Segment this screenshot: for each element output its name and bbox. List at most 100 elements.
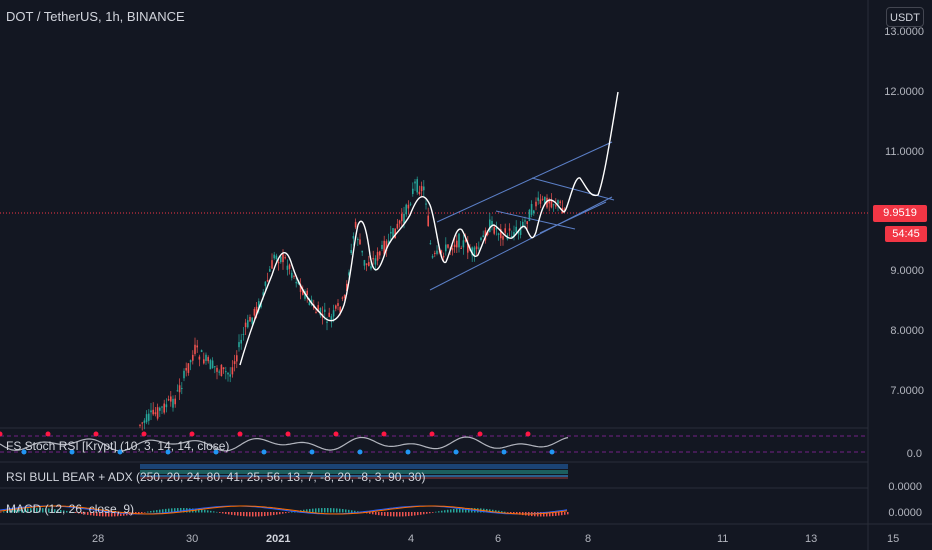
- candle-body: [310, 299, 313, 304]
- date-label: 15: [887, 533, 900, 545]
- candle-body: [552, 204, 555, 206]
- macd-histogram-bar: [348, 509, 350, 513]
- macd-histogram-bar: [279, 512, 281, 515]
- candle-body: [489, 219, 491, 233]
- candle-body: [357, 238, 359, 241]
- candle-body: [486, 232, 489, 236]
- candle-body: [423, 186, 425, 191]
- candle-body: [244, 322, 247, 328]
- macd-histogram-bar: [417, 512, 419, 516]
- macd-histogram-bar: [411, 512, 413, 516]
- candle-body: [370, 266, 372, 269]
- macd-histogram-bar: [225, 512, 227, 514]
- macd-histogram-bar: [6, 510, 8, 513]
- candle-body: [330, 316, 333, 320]
- macd-histogram-bar: [138, 512, 140, 514]
- candle-body: [275, 255, 278, 259]
- macd-histogram-bar: [63, 510, 65, 513]
- candle-body: [236, 355, 238, 362]
- macd-histogram-bar: [237, 512, 239, 516]
- currency-button[interactable]: USDT: [886, 7, 924, 27]
- stoch-rsi-label[interactable]: FS Stoch RSI [Krypt] (10, 3, 14, 14, clo…: [6, 439, 230, 453]
- date-label: 13: [805, 533, 818, 545]
- candle-body: [220, 364, 223, 377]
- candle-body: [295, 282, 297, 284]
- macd-histogram-bar: [567, 512, 569, 515]
- macd-histogram-bar: [15, 509, 17, 513]
- macd-histogram-bar: [66, 510, 68, 513]
- macd-histogram-bar: [312, 508, 314, 513]
- candle-body: [451, 248, 454, 251]
- candle-body: [205, 354, 207, 361]
- candle-body: [170, 396, 172, 402]
- macd-histogram-bar: [252, 512, 254, 517]
- macd-histogram-bar: [177, 508, 179, 513]
- macd-histogram-bar: [342, 509, 344, 513]
- macd-histogram-bar: [12, 510, 14, 513]
- macd-histogram-bar: [492, 509, 494, 513]
- macd-histogram-bar: [549, 512, 551, 517]
- macd-histogram-bar: [114, 512, 116, 517]
- macd-histogram-bar: [465, 508, 467, 513]
- stoch-oversold-dot: [453, 449, 459, 455]
- macd-histogram-bar: [456, 508, 458, 513]
- stoch-overbought-dot: [333, 431, 339, 437]
- macd-histogram-bar: [429, 512, 431, 514]
- macd-histogram-bar: [291, 511, 293, 513]
- candle-body: [156, 407, 159, 419]
- candle-body: [196, 345, 198, 348]
- macd-histogram-bar: [501, 511, 503, 513]
- macd-histogram-bar: [57, 509, 59, 513]
- macd-histogram-bar: [195, 508, 197, 513]
- price-axis-label: 12.0000: [884, 86, 924, 98]
- candle-body: [288, 264, 291, 269]
- stoch-oversold-dot: [213, 449, 219, 455]
- candle-body: [550, 200, 553, 208]
- candle-body: [504, 228, 506, 233]
- candle-body: [284, 257, 286, 259]
- candle-body: [291, 272, 293, 278]
- candle-body: [491, 220, 493, 226]
- candle-body: [258, 301, 260, 311]
- macd-histogram-bar: [420, 512, 422, 515]
- macd-histogram-bar: [516, 512, 518, 515]
- candle-body: [262, 292, 264, 296]
- macd-histogram-bar: [24, 508, 26, 513]
- candle-body: [381, 244, 383, 249]
- candle-body: [198, 356, 201, 360]
- macd-histogram-bar: [447, 509, 449, 513]
- candle-body: [442, 255, 445, 258]
- candle-body: [348, 272, 350, 276]
- macd-histogram-bar: [60, 509, 62, 513]
- macd-histogram-bar: [384, 512, 386, 516]
- candle-body: [409, 203, 412, 205]
- candle-body: [264, 281, 267, 286]
- macd-histogram-bar: [147, 511, 149, 513]
- rsi-bull-bear-label[interactable]: RSI BULL BEAR + ADX (250, 20, 24, 80, 41…: [6, 470, 426, 484]
- candle-body: [165, 404, 168, 408]
- date-label: 4: [408, 533, 415, 545]
- candle-body: [271, 260, 273, 269]
- candle-body: [253, 308, 256, 316]
- macd-histogram-bar: [321, 508, 323, 513]
- candle-body: [522, 221, 524, 228]
- macd-histogram-bar: [543, 512, 545, 517]
- macd-label[interactable]: MACD (12, 26, close, 9): [6, 502, 135, 516]
- macd-histogram-bar: [339, 508, 341, 513]
- candle-body: [530, 204, 533, 215]
- candle-body: [473, 247, 476, 257]
- macd-histogram-bar: [351, 510, 353, 513]
- macd-histogram-bar: [390, 512, 392, 517]
- candle-body: [500, 229, 502, 239]
- macd-histogram-bar: [309, 508, 311, 513]
- candle-body: [194, 344, 196, 355]
- macd-histogram-bar: [330, 508, 332, 513]
- candle-body: [249, 316, 251, 322]
- stoch-rsi-value: 0.0: [906, 448, 922, 460]
- smoothed-price-curve: [239, 91, 619, 366]
- candle-body: [429, 243, 432, 245]
- candle-body: [343, 295, 346, 299]
- macd-histogram-bar: [87, 512, 89, 515]
- candle-body: [482, 235, 484, 238]
